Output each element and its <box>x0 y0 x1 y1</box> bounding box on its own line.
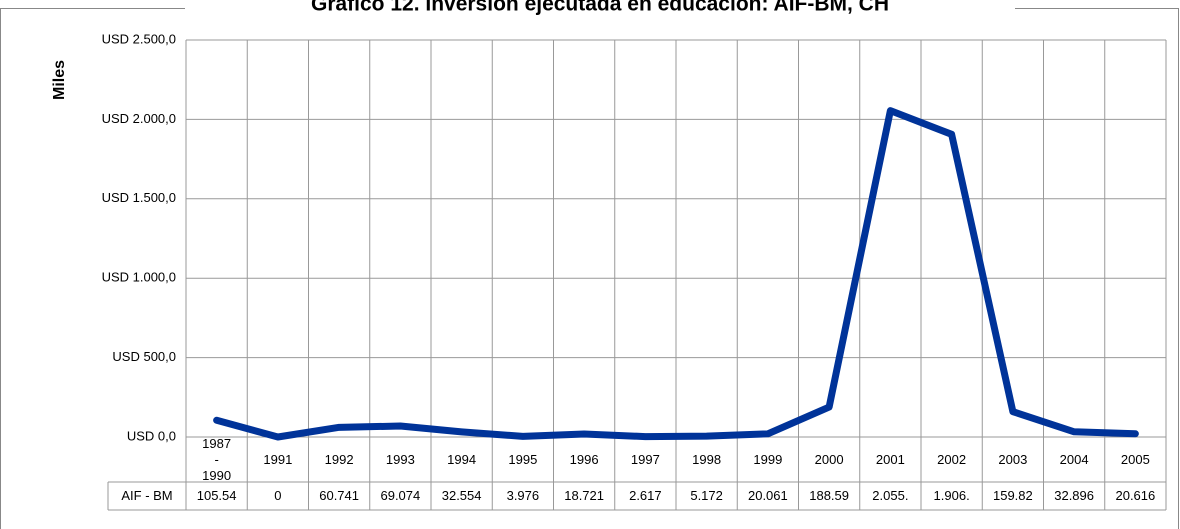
y-tick-label: USD 2.000,0 <box>102 111 176 126</box>
x-tick-label: 2005 <box>1120 451 1150 467</box>
x-tick-label: 2001 <box>875 451 905 467</box>
data-table-value: 188.59 <box>809 488 849 503</box>
data-table-value: 105.54 <box>196 488 237 503</box>
y-tick-label: USD 0,0 <box>127 428 176 443</box>
x-tick-label: 1996 <box>569 451 599 467</box>
x-tick-label: 1997 <box>630 451 660 467</box>
y-axis-label: Miles <box>51 60 68 100</box>
data-table-value: 1.906. <box>933 488 970 503</box>
x-tick-label: 1998 <box>692 451 722 467</box>
x-tick-label: 1995 <box>508 451 538 467</box>
data-table-value: 18.721 <box>564 488 604 503</box>
x-tick-label: 1987 - 1990 <box>202 437 232 482</box>
data-table-value: 69.074 <box>380 488 421 503</box>
x-tick-label: 2000 <box>814 451 844 467</box>
data-table-value: 3.976 <box>506 488 540 503</box>
x-tick-label: 1994 <box>447 451 477 467</box>
data-table-value: 60.741 <box>319 488 359 503</box>
legend-entry: AIF - BM <box>121 488 173 503</box>
y-tick-label: USD 1.500,0 <box>102 190 176 205</box>
data-table-value: 0 <box>274 488 282 503</box>
x-tick-label: 1991 <box>263 451 293 467</box>
data-table-value: 20.061 <box>747 488 788 503</box>
data-table-value: 5.172 <box>690 488 723 503</box>
x-tick-label: 1993 <box>385 451 415 467</box>
line-series <box>213 107 1139 441</box>
y-tick-label: USD 1.000,0 <box>102 270 176 285</box>
x-tick-label: 2002 <box>937 451 967 467</box>
data-table-value: 2.055. <box>872 488 909 503</box>
x-tick-label: 1999 <box>753 451 783 467</box>
data-table-value: 32.554 <box>441 488 482 503</box>
data-table-value: 159.82 <box>992 488 1033 503</box>
title-bg <box>185 0 1015 18</box>
x-tick-label: 2004 <box>1059 451 1089 467</box>
y-tick-label: USD 500,0 <box>112 349 176 364</box>
y-tick-label: USD 2.500,0 <box>102 31 176 46</box>
data-table-value: 20.616 <box>1115 488 1156 503</box>
data-table-value: 32.896 <box>1054 488 1094 503</box>
x-tick-label: 2003 <box>998 451 1028 467</box>
chart-title: Gráfico 12. Inversión ejecutada en educa… <box>311 0 889 16</box>
data-table-value: 2.617 <box>629 488 662 503</box>
x-tick-label: 1992 <box>324 451 354 467</box>
